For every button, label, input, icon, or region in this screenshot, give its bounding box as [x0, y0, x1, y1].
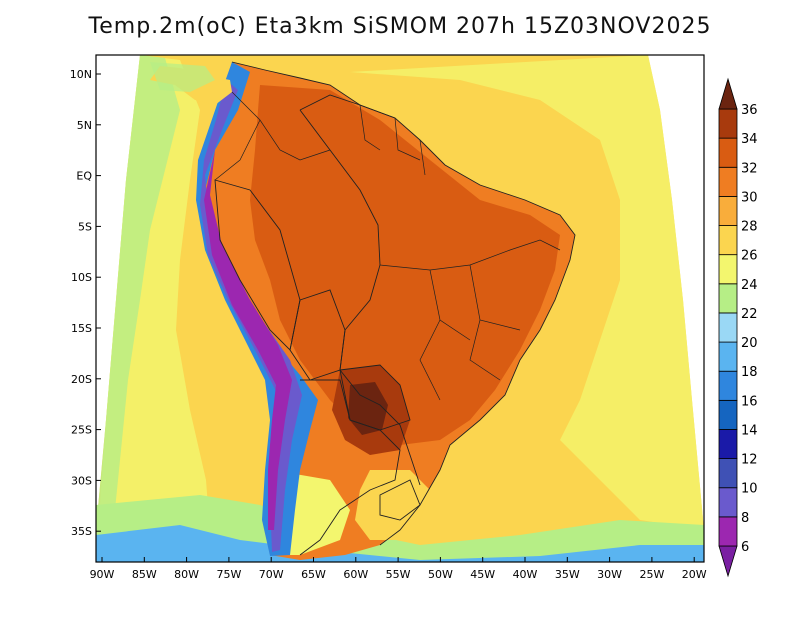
colorbar-segment — [718, 283, 738, 314]
andes-coldest — [204, 150, 292, 530]
colorbar-segment — [718, 341, 738, 372]
lat-tick-label: 10S — [71, 271, 92, 284]
colorbar-segment — [718, 312, 738, 343]
lon-tick-label: 55W — [386, 568, 411, 581]
ocean-pacific-green — [96, 55, 180, 562]
colorbar-label: 22 — [741, 307, 758, 322]
colorbar-segment — [718, 370, 738, 401]
lon-tick-label: 50W — [428, 568, 453, 581]
coastline-south-america — [231, 61, 576, 546]
colorbar-label: 36 — [741, 103, 758, 118]
colorbar-segment — [718, 254, 738, 285]
colorbar-low-triangle — [718, 545, 738, 578]
latitude-axis: 10N 5N EQ 5S 10S 15S 20S 25S 30S 35S — [70, 68, 101, 538]
colorbar-segment — [718, 195, 738, 226]
lon-tick-label: 20W — [682, 568, 707, 581]
lon-tick-label: 40W — [513, 568, 538, 581]
colorbar-segment — [718, 516, 738, 547]
lon-tick-label: 35W — [555, 568, 580, 581]
lon-tick-label: 80W — [174, 568, 199, 581]
lat-tick-label: 25S — [71, 424, 92, 437]
colorbar-label: 14 — [741, 423, 758, 438]
lat-tick-label: 15S — [71, 322, 92, 335]
lat-tick-label: 5S — [78, 220, 92, 233]
map-title: Temp.2m(oC) Eta3km SiSMOM 207h 15Z03NOV2… — [88, 14, 712, 39]
colorbar-label: 30 — [741, 190, 758, 205]
colorbar: 6 8 10 12 14 16 18 20 22 24 26 28 30 32 34 36 — [718, 77, 758, 578]
colorbar-segment — [718, 166, 738, 197]
colorbar-label: 16 — [741, 394, 758, 409]
ocean-pacific-cool — [96, 55, 212, 562]
country-borders — [214, 61, 576, 556]
lon-tick-label: 60W — [343, 568, 368, 581]
lat-tick-label: 30S — [71, 474, 92, 487]
colorbar-label: 18 — [741, 365, 758, 380]
border-guianas — [359, 104, 426, 176]
lon-tick-label: 45W — [470, 568, 495, 581]
lon-tick-label: 85W — [132, 568, 157, 581]
colorbar-label: 10 — [741, 482, 758, 497]
lon-tick-label: 90W — [90, 568, 115, 581]
colorbar-label: 26 — [741, 249, 758, 264]
colorbar-segment — [718, 137, 738, 168]
lat-tick-label: 5N — [77, 119, 92, 132]
lon-tick-label: 65W — [301, 568, 326, 581]
lat-tick-label: EQ — [76, 170, 92, 183]
colorbar-high-triangle — [718, 77, 738, 110]
caribbean-green — [150, 62, 215, 92]
land-interior-hot — [250, 85, 560, 445]
longitude-axis: 90W 85W 80W 75W 70W 65W 60W 55W 50W 45W 40W 35W 30W 2… — [90, 557, 707, 581]
colorbar-segment — [718, 108, 738, 139]
colorbar-segment — [718, 487, 738, 518]
border-colombia-venezuela — [214, 91, 331, 181]
lon-tick-label: 30W — [597, 568, 622, 581]
border-uruguay — [379, 479, 421, 521]
lon-tick-label: 75W — [216, 568, 241, 581]
lat-tick-label: 35S — [71, 525, 92, 538]
colorbar-label: 32 — [741, 161, 758, 176]
border-peru — [214, 179, 301, 351]
plot-frame — [95, 54, 705, 563]
colorbar-label: 8 — [741, 511, 749, 526]
border-states-brazil — [379, 239, 561, 401]
lon-tick-label: 25W — [639, 568, 664, 581]
colorbar-segment — [718, 225, 738, 256]
colorbar-segment — [718, 458, 738, 489]
ocean-east — [350, 55, 704, 530]
ocean-south-blue — [96, 525, 704, 562]
border-argentina — [299, 379, 401, 556]
colorbar-label: 12 — [741, 453, 758, 468]
map-domain — [96, 55, 704, 562]
land-chaco-core — [348, 382, 388, 435]
colorbar-label: 6 — [741, 540, 749, 555]
colorbar-label: 34 — [741, 132, 758, 147]
lon-tick-label: 70W — [259, 568, 284, 581]
border-brazil-north — [299, 94, 396, 119]
land-south-cool — [355, 470, 430, 540]
lat-tick-label: 10N — [70, 68, 92, 81]
colorbar-segment — [718, 429, 738, 460]
colorbar-label: 20 — [741, 336, 758, 351]
colorbar-label: 24 — [741, 278, 758, 293]
lat-tick-label: 20S — [71, 373, 92, 386]
colorbar-segment — [718, 399, 738, 430]
colorbar-label: 28 — [741, 220, 758, 235]
